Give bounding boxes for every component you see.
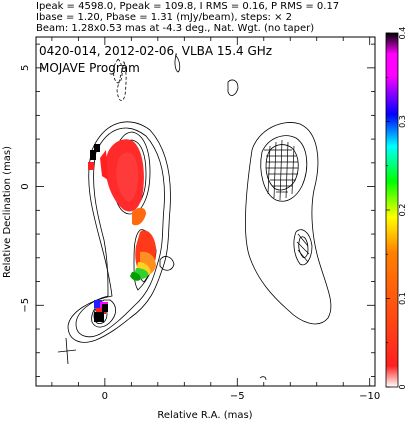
x-tick-label: −5 bbox=[230, 391, 245, 402]
fractional-polarization-overlay bbox=[88, 139, 156, 322]
y-tick-label: 0 bbox=[20, 183, 31, 189]
colorbar-tick-label: 0 bbox=[398, 384, 407, 389]
plot-frame bbox=[35, 36, 376, 387]
header-line-1: Ipeak = 4598.0, Ppeak = 109.8, I RMS = 0… bbox=[36, 1, 339, 12]
intensity-contours bbox=[67, 55, 239, 343]
polarization-panel-contours bbox=[245, 122, 332, 381]
y-axis-label: Relative Declination (mas) bbox=[2, 146, 13, 278]
colorbar-ticks: 0 0.1 0.2 0.3 0.4 bbox=[386, 27, 407, 390]
y-tick-label: −5 bbox=[20, 298, 31, 313]
x-axis-label: Relative R.A. (mas) bbox=[157, 410, 252, 421]
plot-area bbox=[57, 55, 332, 381]
x-tick-label: 0 bbox=[102, 391, 108, 402]
header-line-2: Ibase = 1.20, Pbase = 1.31 (mJy/beam), s… bbox=[36, 12, 292, 23]
header-line-3: Beam: 1.28x0.53 mas at -4.3 deg., Nat. W… bbox=[36, 23, 314, 34]
x-tick-label: −10 bbox=[359, 391, 380, 402]
colorbar-tick-label: 0.4 bbox=[398, 27, 407, 40]
x-axis-ticks: 0 −5 −10 bbox=[51, 37, 380, 402]
colorbar-tick-label: 0.1 bbox=[398, 292, 407, 305]
y-axis-ticks: 5 0 −5 bbox=[20, 43, 375, 377]
program-label: MOJAVE Program bbox=[39, 61, 140, 75]
colorbar-tick-label: 0.2 bbox=[398, 204, 407, 217]
polarization-vectors bbox=[264, 139, 310, 263]
colorbar-tick-label: 0.3 bbox=[398, 115, 407, 128]
y-tick-label: 5 bbox=[20, 65, 31, 71]
source-title: 0420-014, 2012-02-06, VLBA 15.4 GHz bbox=[39, 44, 272, 58]
beam-marker bbox=[57, 337, 77, 365]
